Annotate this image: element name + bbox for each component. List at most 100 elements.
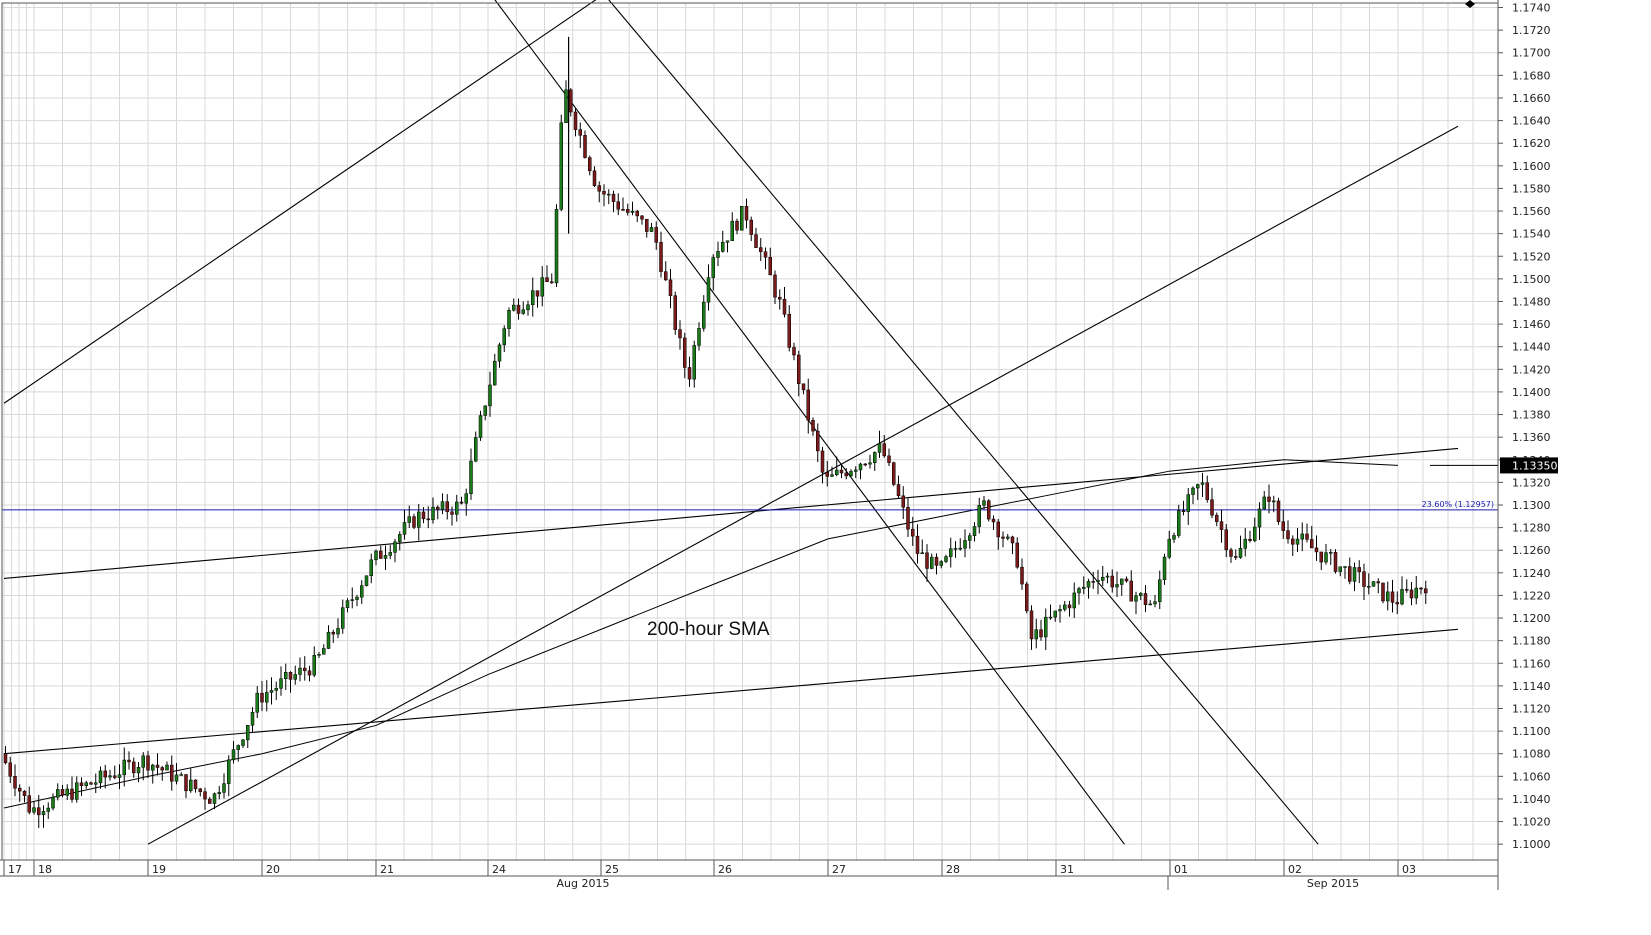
candle-body <box>801 383 806 391</box>
y-tick-label: 1.1060 <box>1512 770 1551 783</box>
candle-body <box>488 384 492 407</box>
candle-body <box>94 782 98 785</box>
candle-body <box>322 648 326 655</box>
y-tick-label: 1.1220 <box>1512 589 1551 602</box>
candle-body <box>1082 586 1086 589</box>
candle-body <box>958 547 962 550</box>
y-tick-label: 1.1620 <box>1512 137 1551 150</box>
candle-body <box>1077 588 1081 594</box>
y-tick-label: 1.1560 <box>1512 205 1551 218</box>
candle-body <box>127 759 131 763</box>
candle-body <box>1319 551 1323 563</box>
candle-body <box>212 793 217 804</box>
candle-body <box>968 535 972 541</box>
candle-body <box>778 296 782 300</box>
candle-body <box>1291 538 1295 545</box>
candle-body <box>1390 591 1395 603</box>
candle-body <box>711 257 715 278</box>
candle-body <box>740 205 744 231</box>
y-tick-label: 1.1640 <box>1512 115 1551 128</box>
candle-body <box>882 443 886 457</box>
candle-body <box>364 575 369 586</box>
x-tick-label: 31 <box>1060 863 1074 876</box>
candle-body <box>3 753 8 764</box>
y-tick-label: 1.1740 <box>1512 2 1551 15</box>
trendline <box>3 447 1459 580</box>
x-tick-label: 25 <box>605 863 619 876</box>
candle-body <box>51 796 55 809</box>
candle-body <box>250 711 255 726</box>
y-tick-label: 1.1660 <box>1512 92 1551 105</box>
candle-body <box>355 596 359 600</box>
candle-body <box>1348 566 1352 582</box>
candle-body <box>1395 602 1399 605</box>
x-tick-label: 01 <box>1174 863 1188 876</box>
candle-body <box>1219 521 1224 530</box>
candle-body <box>184 774 188 792</box>
trendline <box>3 628 1459 755</box>
candle-body <box>398 534 402 543</box>
candle-body <box>1086 581 1091 588</box>
candle-body <box>56 789 60 798</box>
candle-body <box>507 310 511 329</box>
candle-body <box>516 304 521 314</box>
candle-body <box>977 505 981 527</box>
chart-grid <box>2 3 1498 860</box>
candle-body <box>1181 510 1186 512</box>
candle-body <box>284 672 288 680</box>
x-tick-label: 17 <box>8 863 22 876</box>
x-tick-label: 19 <box>152 863 166 876</box>
candle-body <box>512 304 516 311</box>
candle-body <box>759 247 763 252</box>
candle-body <box>1267 496 1271 502</box>
candle-body <box>626 209 630 213</box>
candle-body <box>445 501 449 513</box>
y-tick-label: 1.1440 <box>1512 341 1551 354</box>
candle-body <box>1067 604 1072 609</box>
candle-body <box>1101 576 1105 581</box>
candle-body <box>1048 616 1053 619</box>
y-tick-label: 1.1300 <box>1512 499 1551 512</box>
candle-body <box>37 807 41 816</box>
candle-body <box>911 528 915 537</box>
candle-body <box>1367 586 1371 588</box>
candle-body <box>117 774 122 778</box>
candle-body <box>716 251 720 258</box>
candle-body <box>559 122 563 210</box>
candle-body <box>896 484 901 497</box>
candle-body <box>326 631 331 649</box>
candle-body <box>22 790 27 796</box>
y-tick-label: 1.1360 <box>1512 431 1551 444</box>
candle-body <box>816 430 820 452</box>
candle-body <box>611 193 616 202</box>
candle-body <box>1172 535 1176 540</box>
candle-body <box>108 775 112 778</box>
candle-body <box>469 460 473 495</box>
x-tick-label: 28 <box>946 863 960 876</box>
candle-body <box>1409 589 1414 599</box>
candle-body <box>84 782 88 786</box>
candle-body <box>75 782 79 800</box>
candle-body <box>535 290 540 297</box>
candle-body <box>773 274 777 298</box>
sma-200-line <box>3 459 1399 809</box>
y-tick-label: 1.1260 <box>1512 544 1551 557</box>
candle-body <box>621 209 625 211</box>
candle-body <box>383 555 388 559</box>
candle-body <box>1419 587 1423 590</box>
candle-body <box>222 783 226 793</box>
candle-body <box>269 690 274 693</box>
candle-body <box>1224 529 1228 551</box>
candle-body <box>65 788 69 796</box>
price-tag-value: 1.13350 <box>1512 459 1558 472</box>
candle-body <box>588 157 592 172</box>
candle-body <box>151 764 155 771</box>
candlesticks <box>3 36 1428 828</box>
candle-body <box>450 511 454 515</box>
candle-body <box>1139 593 1143 597</box>
candle-body <box>203 791 207 800</box>
candle-body <box>649 227 654 232</box>
candle-body <box>464 493 468 504</box>
candle-body <box>735 220 739 231</box>
y-tick-label: 1.1700 <box>1512 47 1551 60</box>
